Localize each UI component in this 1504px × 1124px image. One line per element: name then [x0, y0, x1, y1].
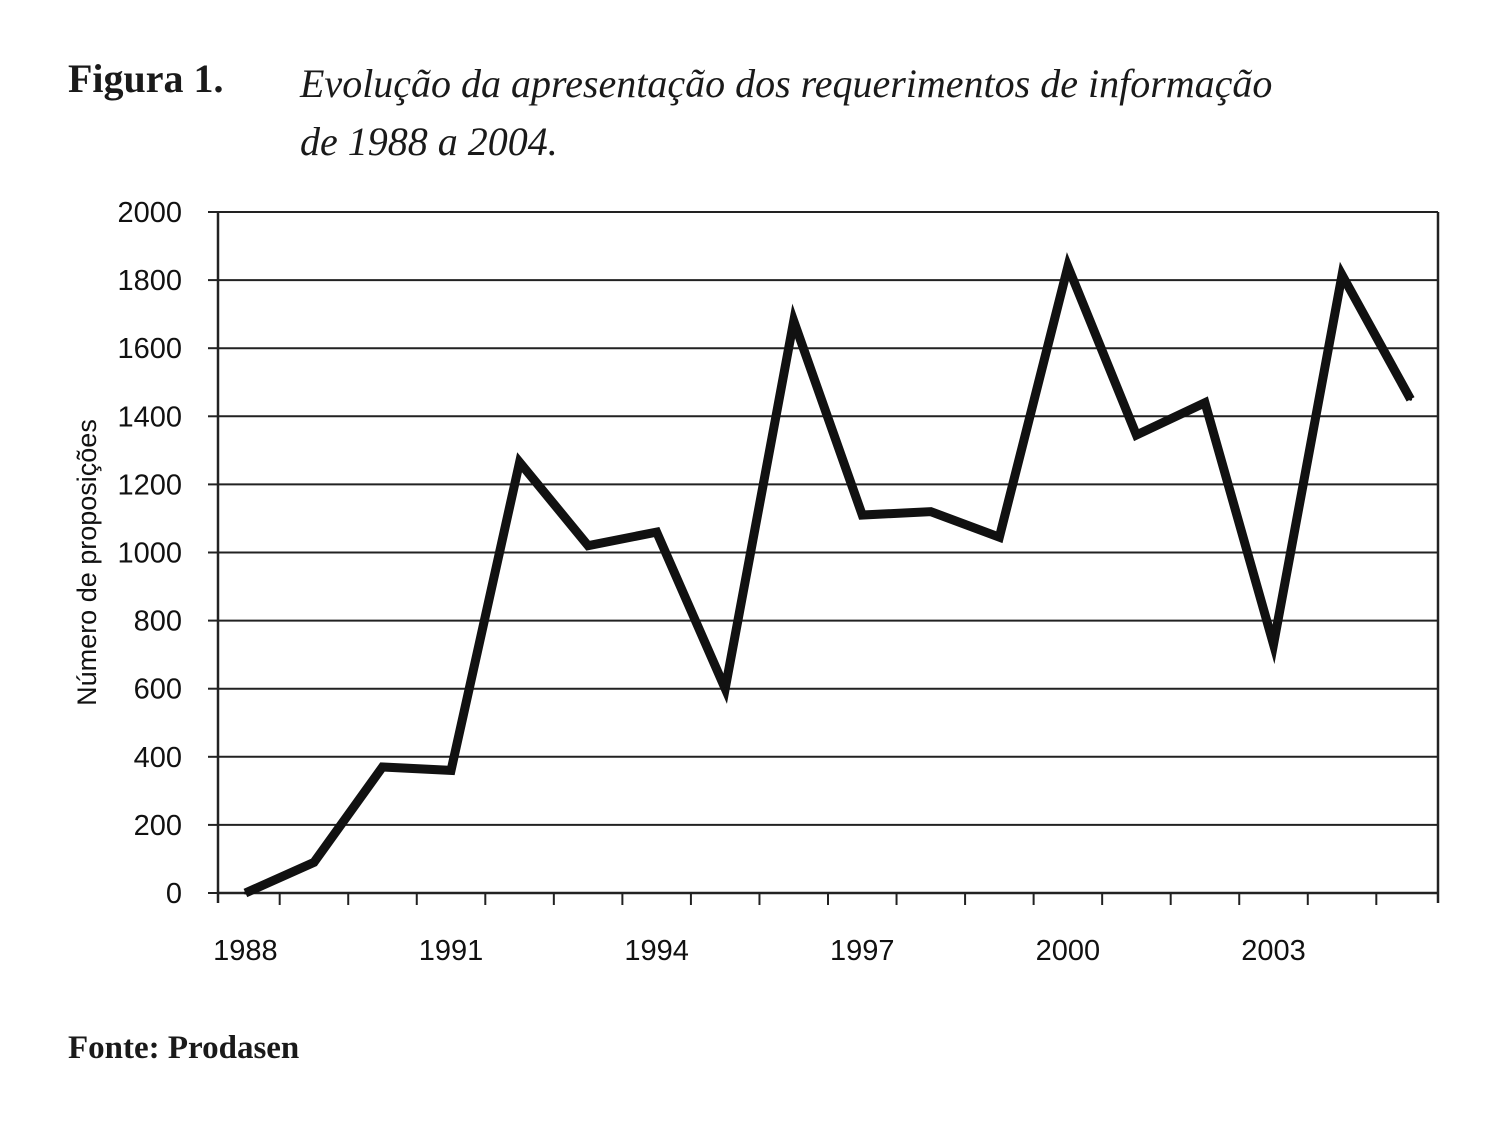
data-point-1991: [449, 768, 453, 772]
data-point-1997: [860, 513, 864, 517]
series-layer: [243, 252, 1415, 898]
figure-title-line-1: Evolução da apresentação dos requeriment…: [300, 61, 1273, 106]
data-point-1993: [586, 544, 590, 548]
data-point-2004: [1340, 273, 1344, 277]
x-axis-ticks: 1988 1991 1994 1997 2000 2003: [213, 893, 1378, 967]
y-tick-label-1800: 1800: [117, 265, 182, 297]
y-tick-label-0: 0: [166, 878, 182, 910]
y-tick-label-600: 600: [134, 674, 182, 706]
grid-lines: [218, 211, 1438, 894]
data-point-1995: [723, 687, 727, 691]
series-line-0: [243, 252, 1415, 898]
data-point-2003: [1272, 642, 1276, 646]
y-tick-label-400: 400: [134, 742, 182, 774]
y-tick-label-2000: 2000: [117, 197, 182, 229]
data-point-2002: [1203, 401, 1207, 405]
y-tick-label-1600: 1600: [117, 333, 182, 365]
y-tick-label-200: 200: [134, 810, 182, 842]
y-tick-label-1400: 1400: [117, 401, 182, 433]
data-point-1992: [518, 460, 522, 464]
figure-title: Evolução da apresentação dos requeriment…: [300, 55, 1400, 171]
data-point-1996: [792, 319, 796, 323]
y-axis-ticks: 0 200 400 600 800 1000 1200 1400 1600 1800 2000: [117, 197, 218, 910]
x-tick-label-1994: 1994: [624, 935, 689, 967]
data-point-1998: [929, 510, 933, 514]
data-point-2001: [1134, 433, 1138, 437]
data-point-1994: [655, 530, 659, 534]
data-point-1999: [997, 535, 1001, 539]
y-axis-label: Número de proposições: [72, 419, 102, 706]
data-point-1989: [312, 860, 316, 864]
data-point-1990: [380, 765, 384, 769]
data-point-2005: [1409, 397, 1413, 401]
x-tick-label-1997: 1997: [830, 935, 895, 967]
figure-title-line-2: de 1988 a 2004.: [300, 119, 558, 164]
x-tick-label-2000: 2000: [1036, 935, 1101, 967]
figure-label: Figura 1.: [68, 56, 224, 101]
plot-frame: [216, 212, 1440, 903]
x-tick-label-1988: 1988: [213, 935, 278, 967]
data-point-1988: [243, 891, 247, 895]
y-tick-label-1000: 1000: [117, 538, 182, 570]
data-point-2000: [1066, 264, 1070, 268]
x-tick-label-2003: 2003: [1241, 935, 1306, 967]
x-tick-label-1991: 1991: [419, 935, 484, 967]
source-note: Fonte: Prodasen: [68, 1030, 300, 1066]
y-tick-label-800: 800: [134, 606, 182, 638]
y-tick-label-1200: 1200: [117, 469, 182, 501]
